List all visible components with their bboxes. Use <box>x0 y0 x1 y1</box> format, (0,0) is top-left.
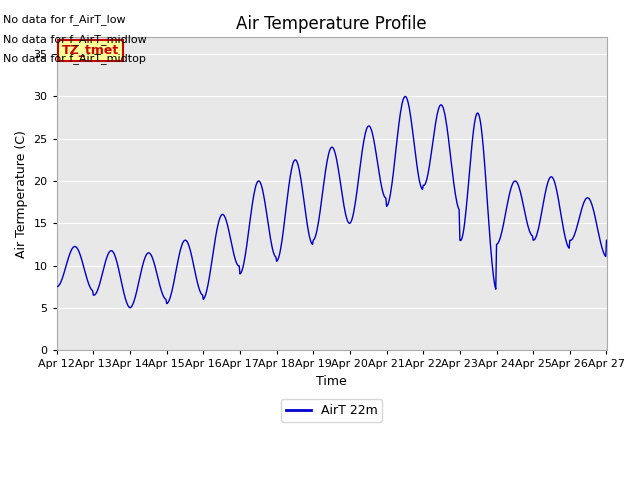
Text: No data for f_AirT_midlow: No data for f_AirT_midlow <box>3 34 147 45</box>
Title: Air Temperature Profile: Air Temperature Profile <box>236 15 427 33</box>
Text: No data for f_AirT_midtop: No data for f_AirT_midtop <box>3 53 146 64</box>
Legend: AirT 22m: AirT 22m <box>281 399 383 422</box>
Text: TZ_tmet: TZ_tmet <box>62 44 120 57</box>
Y-axis label: Air Termperature (C): Air Termperature (C) <box>15 130 28 258</box>
X-axis label: Time: Time <box>316 374 347 388</box>
Text: No data for f_AirT_low: No data for f_AirT_low <box>3 14 126 25</box>
